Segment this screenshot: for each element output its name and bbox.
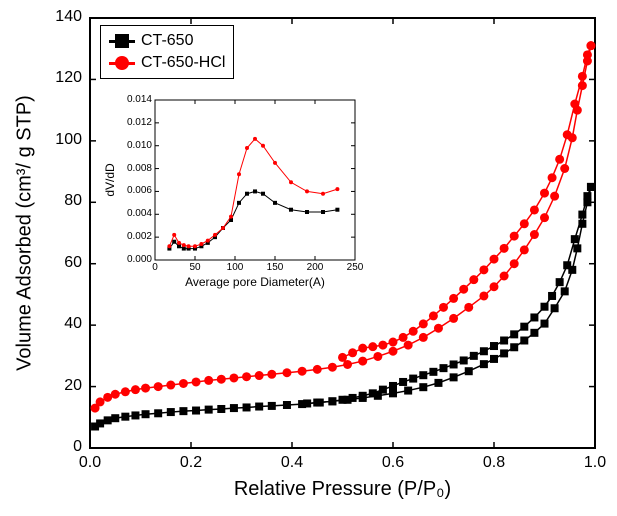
- inset-y-title: dV/dD: [103, 163, 117, 196]
- inset-y-tick-label: 0.014: [127, 94, 152, 105]
- inset-x-tick-label: 150: [263, 262, 287, 273]
- inset-x-tick-label: 250: [343, 262, 367, 273]
- inset-x-tick-label: 100: [223, 262, 247, 273]
- inset-y-tick-label: 0.002: [127, 231, 152, 242]
- chart-container: 0.00.20.40.60.81.0020406080100120140Rela…: [0, 0, 617, 516]
- inset-y-tick-label: 0.000: [127, 254, 152, 265]
- inset-y-tick-label: 0.008: [127, 163, 152, 174]
- inset-x-title: Average pore Diameter(A): [155, 275, 355, 289]
- inset-y-tick-label: 0.004: [127, 208, 152, 219]
- inset-x-tick-label: 200: [303, 262, 327, 273]
- inset-x-tick-label: 50: [183, 262, 207, 273]
- inset-y-tick-label: 0.006: [127, 185, 152, 196]
- inset-y-tick-label: 0.012: [127, 117, 152, 128]
- inset-y-tick-label: 0.010: [127, 140, 152, 151]
